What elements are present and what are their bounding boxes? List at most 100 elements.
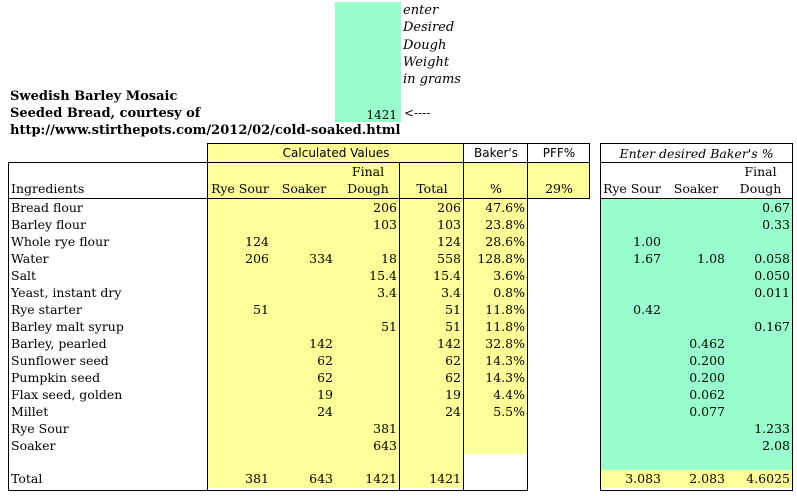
title-line-2: Seeded Bread, courtesy of (10, 106, 201, 121)
cell-b-soaker[interactable] (664, 216, 728, 233)
cell-final: 206 (336, 199, 400, 216)
cell-pct: 47.6% (464, 199, 528, 216)
spacer-cell (728, 454, 793, 470)
cell-rye (208, 352, 272, 369)
ingredient-name: Yeast, instant dry (11, 285, 122, 300)
cell-b-rye[interactable] (600, 318, 664, 335)
cell-b-final[interactable] (728, 301, 793, 318)
calculated-values-header: Calculated Values (208, 144, 464, 163)
cell-b-rye[interactable] (600, 437, 664, 454)
col-total-left (399, 162, 400, 491)
cell-pct: 128.8% (464, 250, 528, 267)
cell-final (336, 386, 400, 403)
spacer-cell (664, 454, 728, 470)
cell-b-rye[interactable] (600, 284, 664, 301)
cell-pct: 14.3% (464, 369, 528, 386)
cell-rye: 51 (208, 301, 272, 318)
cell-b-rye[interactable] (600, 199, 664, 216)
cell-soaker (272, 420, 336, 437)
cell-pct: 23.8% (464, 216, 528, 233)
cell-pct: 14.3% (464, 352, 528, 369)
cell-b-final[interactable]: 0.050 (728, 267, 793, 284)
cell-b-rye[interactable] (600, 386, 664, 403)
cell-b-final[interactable]: 0.167 (728, 318, 793, 335)
spacer-cell (336, 454, 400, 470)
cell-total: 558 (400, 250, 464, 267)
cell-b-final[interactable] (728, 369, 793, 386)
ingredient-name: Rye starter (11, 302, 82, 317)
cell-b-rye[interactable] (600, 335, 664, 352)
cell-final: 51 (336, 318, 400, 335)
cell-b-final[interactable]: 2.08 (728, 437, 793, 454)
cell-final: 3.4 (336, 284, 400, 301)
cell-b-soaker[interactable] (664, 267, 728, 284)
cell-b-rye[interactable] (600, 267, 664, 284)
cell-b-soaker[interactable]: 0.462 (664, 335, 728, 352)
ingredient-name: Sunflower seed (11, 353, 109, 368)
cell-b-soaker[interactable] (664, 420, 728, 437)
cell-b-final[interactable] (728, 233, 793, 250)
cell-b-final[interactable] (728, 386, 793, 403)
cell-soaker: 62 (272, 369, 336, 386)
cell-b-final[interactable] (728, 403, 793, 420)
ingredient-name: Barley flour (11, 217, 86, 232)
cell-b-soaker[interactable]: 1.08 (664, 250, 728, 267)
ingredient-name: Whole rye flour (11, 234, 110, 249)
ingredient-name: Pumpkin seed (11, 370, 101, 385)
cell-b-soaker[interactable] (664, 284, 728, 301)
ingredient-name: Salt (11, 268, 37, 283)
cell-soaker (272, 437, 336, 454)
pff-value: 29% (528, 163, 590, 198)
cell-b-final[interactable]: 0.33 (728, 216, 793, 233)
cell-b-rye[interactable] (600, 420, 664, 437)
cell-b-rye[interactable]: 0.42 (600, 301, 664, 318)
title-line-1: Swedish Barley Mosaic (10, 89, 178, 104)
cell-soaker: 24 (272, 403, 336, 420)
cell-final (336, 335, 400, 352)
spacer-cell (400, 454, 464, 470)
top-border (208, 143, 590, 144)
cell-b-soaker[interactable]: 0.077 (664, 403, 728, 420)
cell-b-final[interactable]: 0.011 (728, 284, 793, 301)
cell-pct: 3.6% (464, 267, 528, 284)
cell-soaker (272, 216, 336, 233)
cell-b-soaker[interactable] (664, 318, 728, 335)
ingredient-name: Flax seed, golden (11, 387, 123, 402)
ingredient-name: Soaker (11, 438, 56, 453)
cell-b-rye[interactable] (600, 352, 664, 369)
cell-soaker (272, 318, 336, 335)
cell-final: 103 (336, 216, 400, 233)
cell-b-final[interactable]: 0.058 (728, 250, 793, 267)
cell-b-soaker[interactable] (664, 199, 728, 216)
cell-b-rye[interactable] (600, 369, 664, 386)
rye-sour-header: Rye Sour (208, 163, 272, 198)
pff-header: PFF% (542, 146, 576, 160)
right-rye-sour-header: Rye Sour (603, 181, 661, 196)
arrow-indicator: <---- (404, 106, 431, 120)
cell-b-soaker[interactable] (664, 437, 728, 454)
cell-b-rye[interactable] (600, 216, 664, 233)
enter-desired-header: Enter desired Baker's % (619, 146, 774, 161)
cell-b-final[interactable] (728, 352, 793, 369)
desired-weight-label: enter Desired Dough Weight in grams (403, 3, 461, 88)
cell-b-soaker[interactable]: 0.062 (664, 386, 728, 403)
cell-b-rye[interactable] (600, 403, 664, 420)
cell-b-final[interactable]: 1.233 (728, 420, 793, 437)
desired-weight-value: 1421 (366, 108, 397, 122)
cell-total: 51 (400, 301, 464, 318)
cell-b-final[interactable] (728, 335, 793, 352)
cell-b-soaker[interactable] (664, 301, 728, 318)
cell-b-soaker[interactable]: 0.200 (664, 352, 728, 369)
cell-b-rye[interactable]: 1.00 (600, 233, 664, 250)
cell-soaker (272, 233, 336, 250)
cell-b-rye[interactable]: 1.67 (600, 250, 664, 267)
cell-b-soaker[interactable]: 0.200 (664, 369, 728, 386)
total-total: 1421 (400, 470, 464, 488)
cell-rye (208, 386, 272, 403)
cell-b-soaker[interactable] (664, 233, 728, 250)
desired-weight-input[interactable]: 1421 (335, 2, 401, 122)
cell-total: 62 (400, 352, 464, 369)
cell-rye (208, 216, 272, 233)
cell-total (400, 437, 464, 454)
cell-b-final[interactable]: 0.67 (728, 199, 793, 216)
